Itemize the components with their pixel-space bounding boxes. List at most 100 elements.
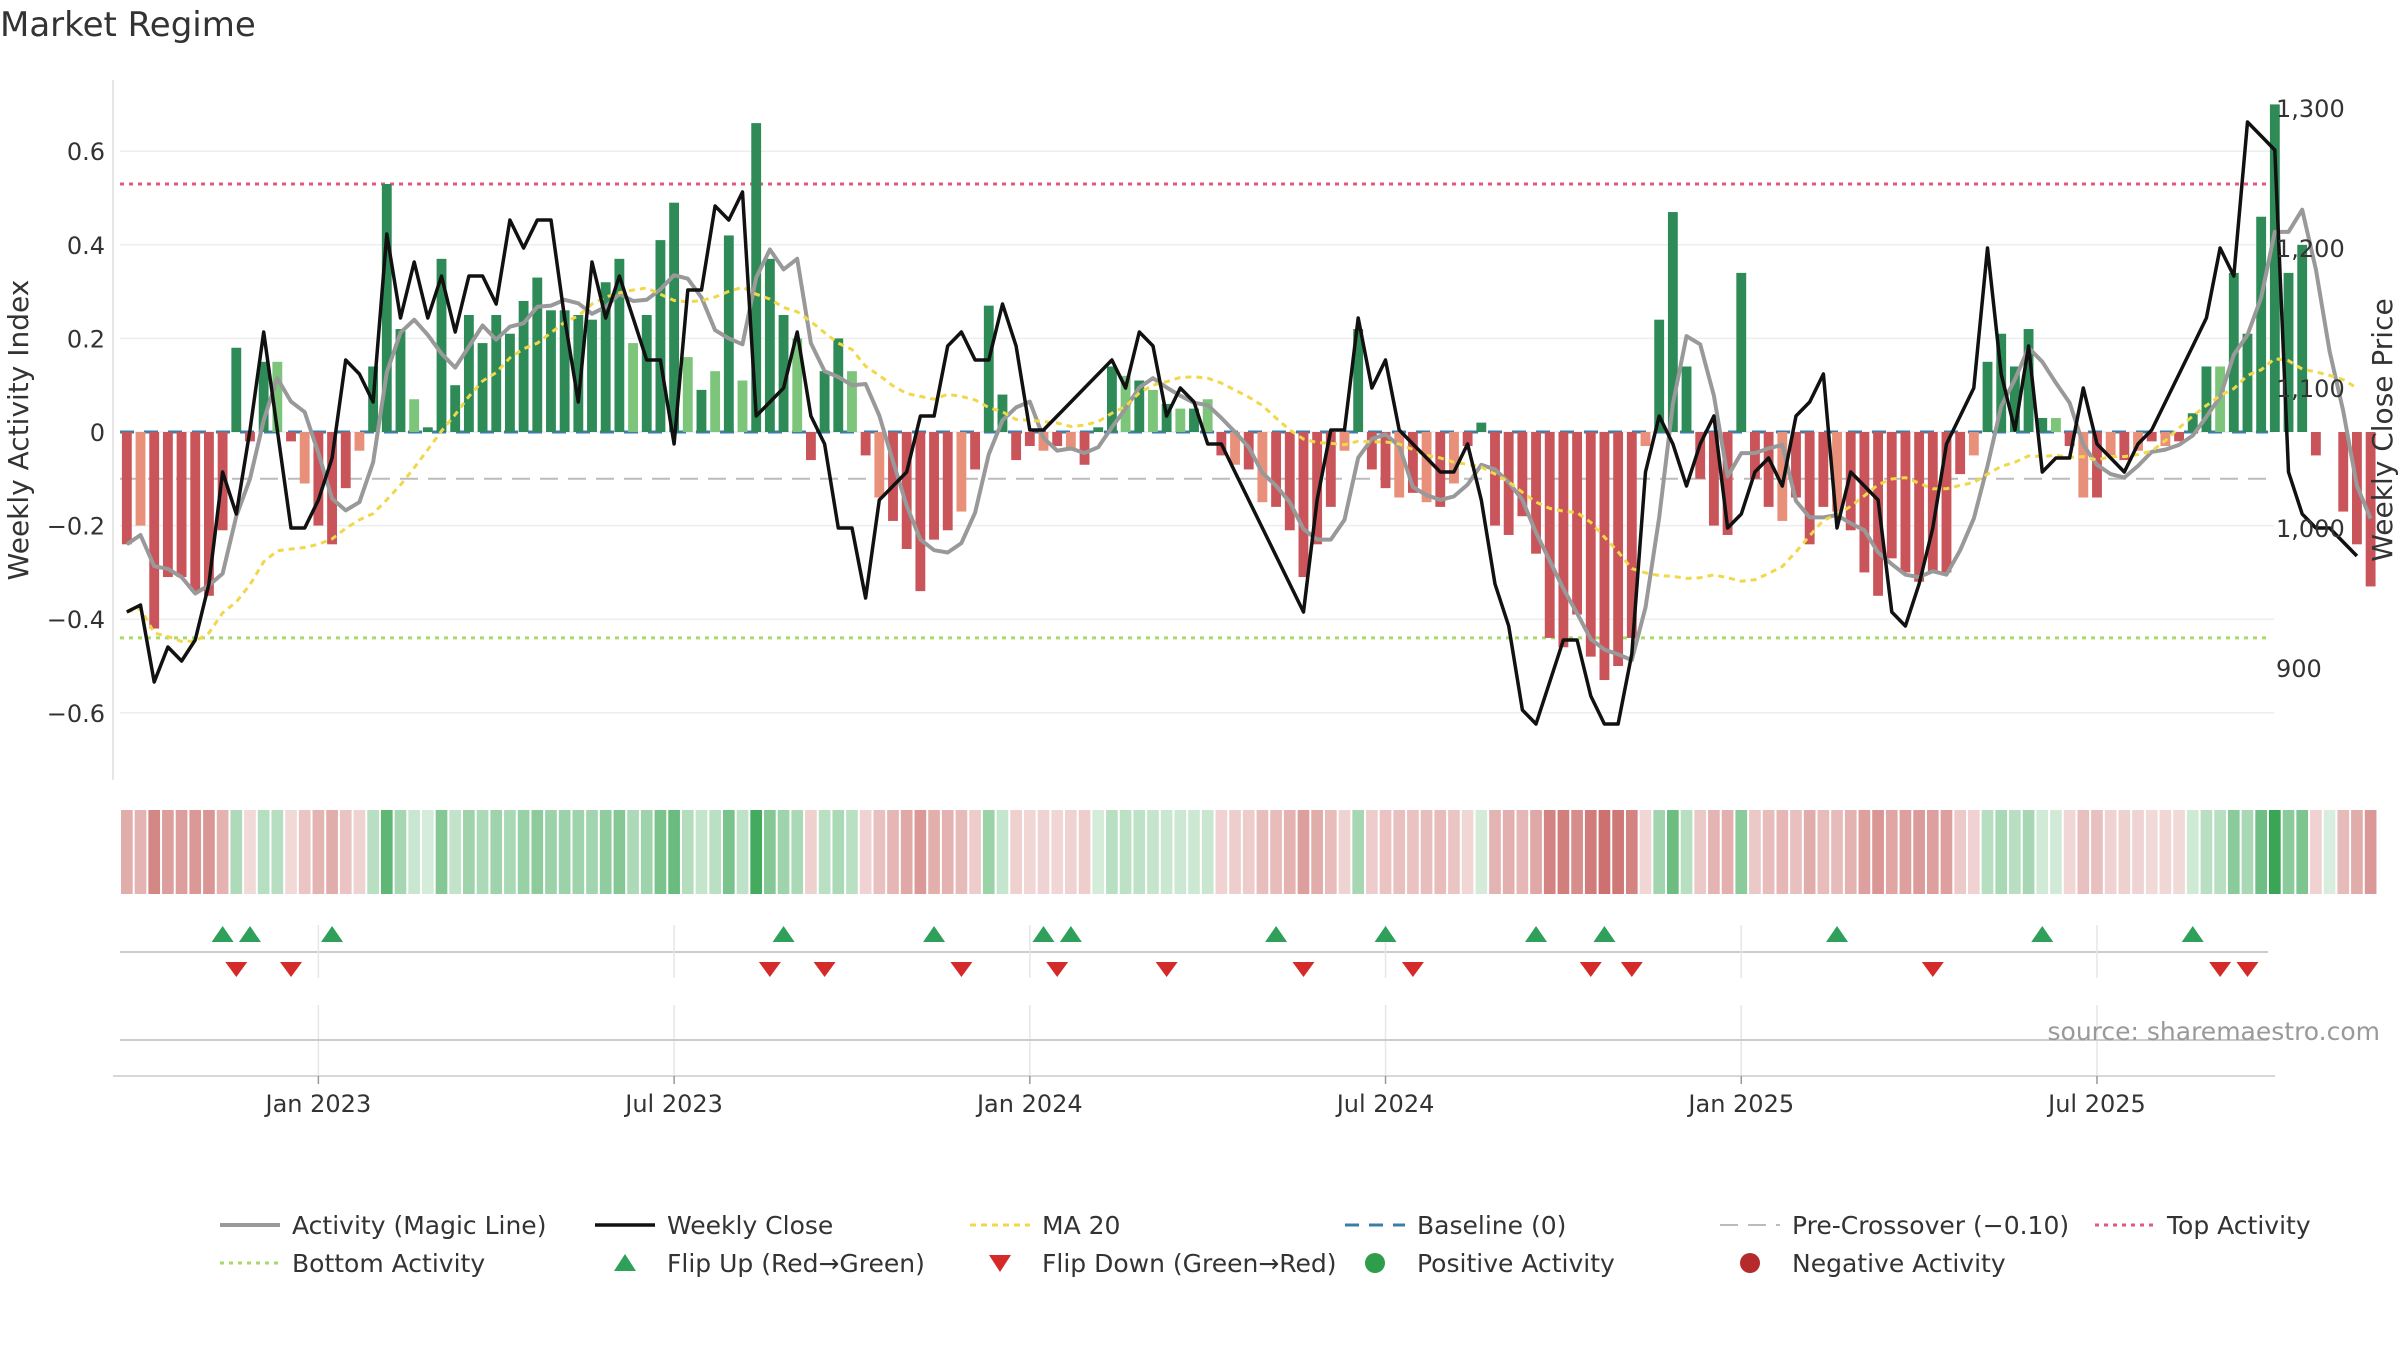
activity-bar	[641, 315, 652, 432]
y-axis-label-left: Weekly Activity Index	[2, 280, 35, 581]
regime-strip-cell	[640, 810, 653, 894]
activity-bar	[504, 333, 515, 432]
activity-bar	[587, 319, 597, 432]
regime-strip-cell	[394, 810, 407, 894]
y-tick-label-right: 1,000	[2276, 515, 2345, 543]
regime-strip-cell	[435, 810, 448, 894]
activity-bar	[805, 432, 816, 461]
regime-strip-cell	[1571, 810, 1583, 894]
flip-down-marker	[1579, 962, 1602, 977]
legend-label: Positive Activity	[1417, 1249, 1615, 1278]
activity-bar	[1148, 389, 1158, 432]
legend-label: Flip Up (Red→Green)	[667, 1249, 925, 1278]
activity-bar	[313, 432, 324, 526]
activity-bar	[2242, 333, 2253, 432]
flip-up-marker	[238, 926, 261, 942]
regime-strip-cell	[1872, 810, 1884, 894]
activity-bar	[1654, 319, 1665, 432]
regime-strip-cell	[1461, 810, 1474, 894]
activity-bar	[573, 315, 584, 432]
activity-bar	[2338, 432, 2349, 512]
y-tick-label-right: 1,100	[2276, 375, 2345, 403]
activity-bar	[1859, 432, 1870, 573]
regime-strip-cell	[2063, 810, 2076, 894]
regime-strip	[121, 810, 2377, 894]
activity-bar	[463, 315, 474, 432]
regime-strip-cell	[2364, 810, 2377, 894]
flip-up-marker	[2181, 926, 2204, 942]
activity-bar	[272, 361, 283, 432]
activity-bar	[395, 329, 406, 432]
flip-down-marker	[950, 962, 973, 977]
regime-strip-cell	[1434, 810, 1447, 894]
flip-down-marker	[1620, 962, 1643, 977]
regime-strip-cell	[599, 810, 612, 894]
regime-strip-cell	[1625, 810, 1638, 894]
activity-bar	[546, 310, 556, 432]
activity-bar	[1257, 432, 1268, 503]
regime-strip-cell	[722, 810, 735, 894]
activity-bar	[956, 432, 967, 512]
activity-bar	[710, 371, 721, 432]
regime-strip-cell	[1311, 810, 1323, 894]
activity-bar	[450, 385, 461, 432]
regime-strip-cell	[2323, 810, 2336, 894]
legend-item: Negative Activity	[1740, 1249, 2006, 1278]
regime-strip-cell	[1831, 810, 1843, 894]
activity-bar	[1175, 408, 1186, 432]
regime-strip-cell	[1968, 810, 1980, 894]
activity-bar	[1380, 432, 1391, 489]
regime-strip-cell	[791, 810, 804, 894]
regime-strip-cell	[380, 810, 393, 894]
regime-strip-cell	[1612, 810, 1624, 894]
activity-bar	[874, 432, 885, 498]
regime-strip-cell	[545, 810, 557, 894]
regime-strip-cell	[654, 810, 667, 894]
activity-bar	[1996, 333, 2007, 432]
activity-bar	[1490, 432, 1500, 526]
activity-bar	[2078, 432, 2089, 498]
activity-bar	[340, 432, 351, 489]
activity-bar	[190, 432, 201, 592]
legend-label: Bottom Activity	[292, 1249, 485, 1278]
regime-strip-cell	[1256, 810, 1269, 894]
regime-strip-cell	[1037, 810, 1050, 894]
regime-strip-cell	[2118, 810, 2131, 894]
regime-strip-cell	[1242, 810, 1255, 894]
ma20-line	[126, 285, 2358, 643]
regime-strip-cell	[1393, 810, 1406, 894]
regime-strip-cell	[996, 810, 1009, 894]
regime-strip-cell	[2214, 810, 2226, 894]
activity-bar	[1339, 432, 1350, 451]
source-note: source: sharemaestro.com	[2048, 1017, 2381, 1046]
regime-strip-cell	[216, 810, 229, 894]
activity-bar	[1982, 361, 1993, 432]
activity-bar	[1517, 432, 1528, 517]
activity-bar	[436, 258, 447, 432]
regime-strip-cell	[1010, 810, 1022, 894]
regime-strip-cell	[777, 810, 790, 894]
activity-bar	[491, 315, 502, 432]
regime-strip-cell	[832, 810, 845, 894]
regime-strip-cell	[928, 810, 940, 894]
legend-item: Pre-Crossover (−0.10)	[1720, 1211, 2069, 1240]
regime-strip-cell	[1078, 810, 1091, 894]
flip-up-icon	[614, 1254, 636, 1271]
activity-bar	[2064, 432, 2075, 447]
regime-strip-cell	[1954, 810, 1967, 894]
legend-item: Baseline (0)	[1345, 1211, 1566, 1240]
flip-down-marker	[1046, 962, 1069, 977]
y-tick-label-left: 0.6	[67, 138, 105, 166]
x-tick-label: Jan 2023	[264, 1090, 372, 1118]
activity-bar	[2365, 432, 2376, 587]
x-tick-label: Jan 2024	[975, 1090, 1083, 1118]
x-tick-label: Jul 2023	[623, 1090, 723, 1118]
regime-strip-cell	[1215, 810, 1228, 894]
legend-label: MA 20	[1042, 1211, 1120, 1240]
activity-bar	[1134, 380, 1145, 432]
flip-up-marker	[923, 926, 946, 942]
series-lines	[125, 120, 2373, 726]
regime-strip-cell	[873, 810, 886, 894]
flip-down-marker	[1921, 962, 1944, 977]
activity-bar	[2037, 417, 2048, 432]
